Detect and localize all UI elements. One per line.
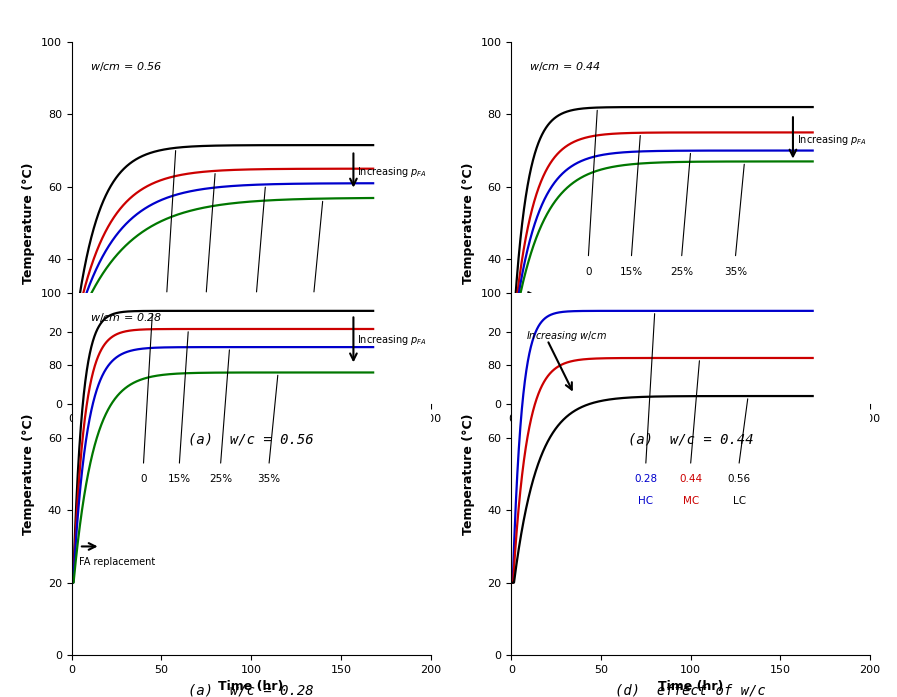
Text: $w/cm$ = 0.56: $w/cm$ = 0.56 (90, 60, 162, 73)
Text: FA replacement: FA replacement (83, 317, 159, 328)
Text: 15%: 15% (168, 474, 191, 484)
Text: 25%: 25% (245, 302, 268, 313)
Text: FA replacement: FA replacement (79, 558, 155, 567)
Text: 25%: 25% (209, 474, 232, 484)
Text: (a)  w/c = 0.56: (a) w/c = 0.56 (188, 432, 314, 446)
Y-axis label: Temperature (°C): Temperature (°C) (22, 162, 36, 284)
Text: 0: 0 (585, 266, 592, 277)
Text: 15%: 15% (620, 266, 643, 277)
Text: $w/cm$ = 0.28: $w/cm$ = 0.28 (90, 311, 162, 324)
Text: 25%: 25% (670, 266, 693, 277)
Text: 35%: 35% (257, 474, 281, 484)
Text: HC: HC (639, 496, 653, 506)
Text: 35%: 35% (302, 302, 326, 313)
Y-axis label: Temperature (°C): Temperature (°C) (22, 413, 36, 535)
X-axis label: Time (hr): Time (hr) (219, 680, 283, 694)
Text: (d)  effect of w/c: (d) effect of w/c (615, 683, 766, 697)
Text: 0: 0 (140, 474, 147, 484)
Y-axis label: Temperature (°C): Temperature (°C) (462, 162, 475, 284)
Text: $w/cm$ = 0.44: $w/cm$ = 0.44 (529, 60, 601, 73)
Text: 0.56: 0.56 (727, 474, 751, 484)
Text: Increasing $p_{FA}$: Increasing $p_{FA}$ (797, 132, 867, 146)
Text: 0: 0 (163, 302, 170, 313)
Y-axis label: Temperature (°C): Temperature (°C) (462, 413, 475, 535)
Text: (a)  w/c = 0.44: (a) w/c = 0.44 (628, 432, 753, 446)
Text: MC: MC (683, 496, 699, 506)
Text: (a)  w/c = 0.28: (a) w/c = 0.28 (188, 683, 314, 697)
Text: 0.44: 0.44 (679, 474, 702, 484)
Text: 15%: 15% (195, 302, 218, 313)
Text: 35%: 35% (724, 266, 747, 277)
Text: 0.28: 0.28 (634, 474, 658, 484)
Text: Increasing $p_{FA}$: Increasing $p_{FA}$ (357, 333, 427, 347)
Text: LC: LC (733, 496, 745, 506)
Text: FA replacement: FA replacement (518, 307, 595, 316)
X-axis label: Time (hr): Time (hr) (658, 429, 723, 443)
Text: Increasing $w/cm$: Increasing $w/cm$ (526, 329, 606, 343)
X-axis label: Time (hr): Time (hr) (658, 680, 723, 694)
Text: Increasing $p_{FA}$: Increasing $p_{FA}$ (357, 165, 427, 179)
X-axis label: Time (hr): Time (hr) (219, 429, 283, 443)
